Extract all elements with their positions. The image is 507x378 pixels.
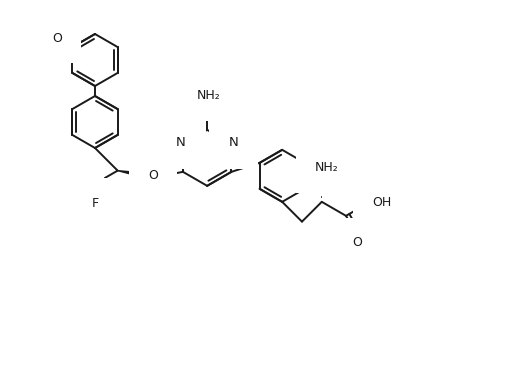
- Text: F: F: [92, 197, 99, 210]
- Text: NH₂: NH₂: [196, 89, 220, 102]
- Text: N: N: [176, 136, 186, 149]
- Text: F: F: [74, 174, 81, 187]
- Text: O: O: [148, 169, 158, 182]
- Text: N: N: [229, 136, 238, 149]
- Polygon shape: [118, 170, 148, 178]
- Text: O: O: [52, 31, 62, 45]
- Text: NH₂: NH₂: [315, 161, 339, 174]
- Text: O: O: [352, 236, 362, 249]
- Text: OH: OH: [372, 196, 391, 209]
- Text: F: F: [78, 189, 85, 202]
